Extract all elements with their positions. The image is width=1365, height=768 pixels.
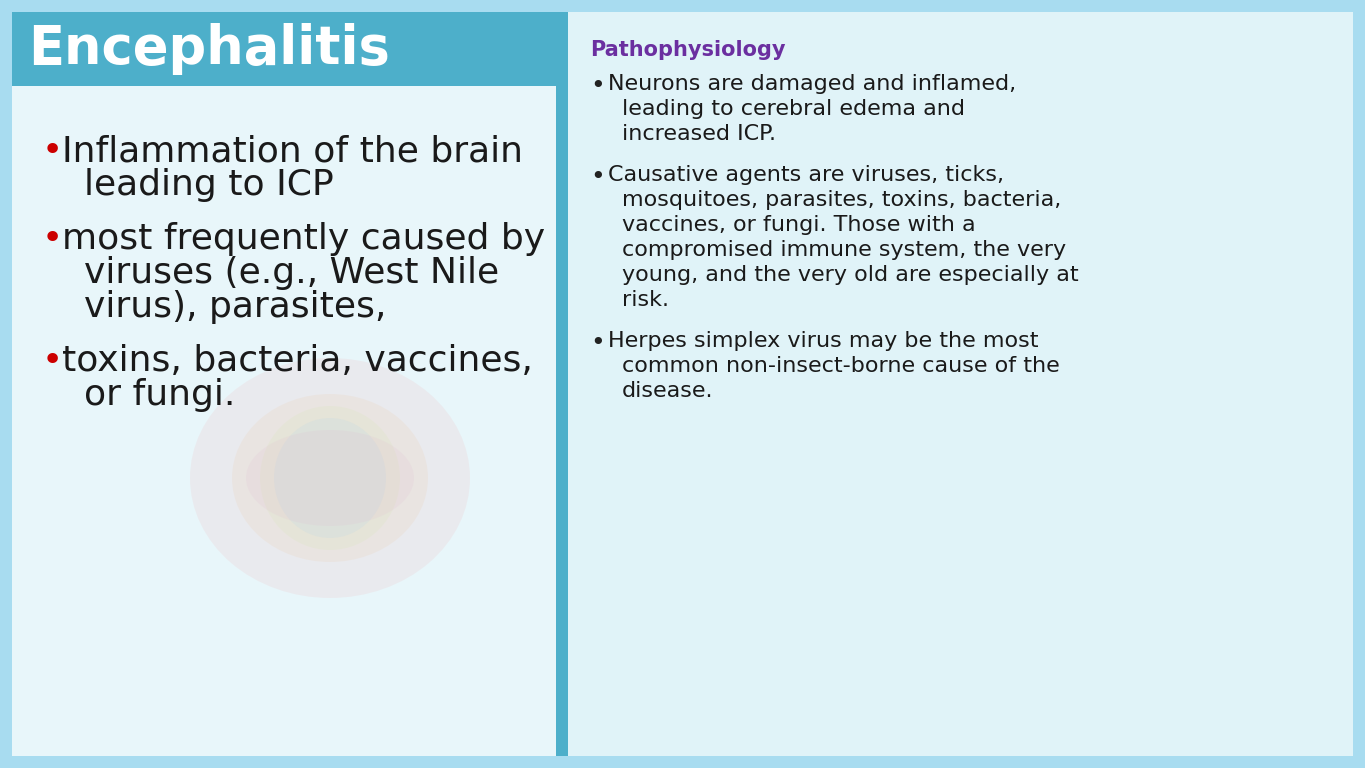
Text: •: •: [590, 165, 605, 189]
Text: •: •: [590, 331, 605, 355]
Text: •: •: [42, 134, 63, 168]
Text: risk.: risk.: [622, 290, 669, 310]
Text: viruses (e.g., West Nile: viruses (e.g., West Nile: [85, 256, 500, 290]
Text: most frequently caused by: most frequently caused by: [61, 222, 545, 256]
FancyBboxPatch shape: [556, 12, 568, 756]
Text: Encephalitis: Encephalitis: [29, 23, 390, 75]
Text: disease.: disease.: [622, 381, 714, 401]
Text: or fungi.: or fungi.: [85, 378, 235, 412]
Text: •: •: [42, 344, 63, 378]
Ellipse shape: [274, 418, 386, 538]
FancyBboxPatch shape: [568, 12, 1353, 756]
Ellipse shape: [190, 358, 470, 598]
Text: virus), parasites,: virus), parasites,: [85, 290, 386, 324]
Text: common non-insect-borne cause of the: common non-insect-borne cause of the: [622, 356, 1059, 376]
Text: Causative agents are viruses, ticks,: Causative agents are viruses, ticks,: [607, 165, 1005, 185]
FancyBboxPatch shape: [12, 12, 556, 756]
Text: toxins, bacteria, vaccines,: toxins, bacteria, vaccines,: [61, 344, 532, 378]
Text: leading to ICP: leading to ICP: [85, 168, 334, 202]
Text: vaccines, or fungi. Those with a: vaccines, or fungi. Those with a: [622, 215, 976, 235]
Text: mosquitoes, parasites, toxins, bacteria,: mosquitoes, parasites, toxins, bacteria,: [622, 190, 1061, 210]
Text: leading to cerebral edema and: leading to cerebral edema and: [622, 99, 965, 119]
Text: Pathophysiology: Pathophysiology: [590, 40, 785, 60]
Text: Herpes simplex virus may be the most: Herpes simplex virus may be the most: [607, 331, 1039, 351]
Text: Neurons are damaged and inflamed,: Neurons are damaged and inflamed,: [607, 74, 1016, 94]
Text: •: •: [42, 222, 63, 256]
FancyBboxPatch shape: [12, 12, 556, 86]
Text: young, and the very old are especially at: young, and the very old are especially a…: [622, 265, 1078, 285]
Ellipse shape: [259, 406, 400, 550]
Text: increased ICP.: increased ICP.: [622, 124, 775, 144]
Ellipse shape: [232, 394, 429, 562]
Text: •: •: [590, 74, 605, 98]
Ellipse shape: [246, 430, 414, 526]
Text: Inflammation of the brain: Inflammation of the brain: [61, 134, 523, 168]
Text: compromised immune system, the very: compromised immune system, the very: [622, 240, 1066, 260]
